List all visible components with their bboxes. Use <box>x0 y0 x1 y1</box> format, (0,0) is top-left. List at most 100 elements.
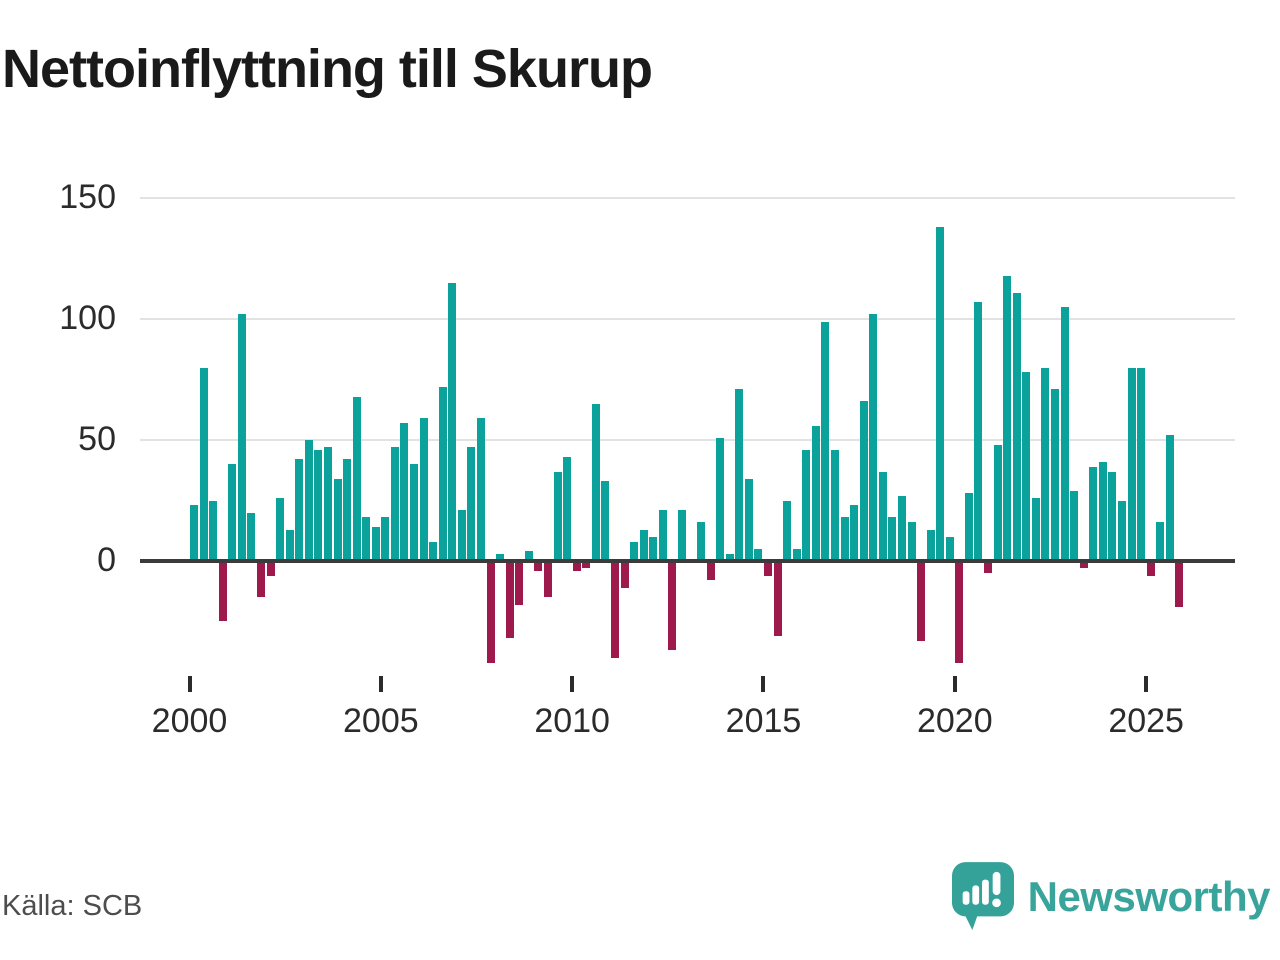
bar-2007-q1 <box>457 510 466 561</box>
brand-logo: Newsworthy <box>951 862 1271 932</box>
page-title: Nettoinflyttning till Skurup <box>2 39 653 99</box>
x-tick-2025 <box>1144 676 1149 692</box>
bar-2024-q3 <box>1127 367 1136 561</box>
bar-2007-q2 <box>467 447 476 561</box>
bar-2017-q4 <box>869 314 878 561</box>
bar-2003-q3 <box>323 447 332 561</box>
gridline-100 <box>140 318 1235 321</box>
bar-2015-q2 <box>773 561 782 636</box>
bar-2001-q3 <box>247 512 256 561</box>
bar-2004-q3 <box>362 517 371 561</box>
x-axis-label-2005: 2005 <box>343 702 419 740</box>
bar-chart: 2000 2005 2010 2015 2020 2025 <box>140 180 1235 760</box>
bar-2016-q2 <box>811 425 820 561</box>
bar-2006-q1 <box>419 418 428 561</box>
x-tick-2000 <box>187 676 192 692</box>
bar-2003-q4 <box>333 478 342 561</box>
bar-2001-q4 <box>256 561 265 598</box>
bar-2010-q4 <box>601 481 610 561</box>
y-axis-label-150: 150 <box>59 178 116 217</box>
bar-2020-q4 <box>984 561 993 574</box>
bar-2024-q4 <box>1137 367 1146 561</box>
bar-2008-q2 <box>505 561 514 639</box>
bar-2016-q3 <box>821 321 830 561</box>
bar-2022-q4 <box>1060 307 1069 561</box>
bar-2005-q1 <box>381 517 390 561</box>
bar-2004-q1 <box>343 459 352 561</box>
x-axis-line <box>140 559 1235 563</box>
bar-2008-q4 <box>524 551 533 561</box>
bar-2011-q3 <box>630 541 639 561</box>
bar-2025-q3 <box>1165 435 1174 561</box>
bar-2019-q1 <box>917 561 926 641</box>
bar-2002-q2 <box>276 498 285 561</box>
bar-2003-q2 <box>314 449 323 561</box>
bar-2006-q3 <box>438 386 447 561</box>
bar-2013-q3 <box>706 561 715 581</box>
bar-2000-q1 <box>190 505 198 561</box>
source-label: Källa: SCB <box>2 890 143 922</box>
bar-2022-q1 <box>1031 498 1040 561</box>
bar-2020-q1 <box>955 561 964 663</box>
bar-2013-q2 <box>697 522 706 561</box>
bar-2008-q3 <box>515 561 524 605</box>
bar-2012-q1 <box>649 536 658 561</box>
bar-2021-q4 <box>1022 372 1031 561</box>
bar-2000-q2 <box>199 367 208 561</box>
bar-2012-q2 <box>658 510 667 561</box>
bar-2010-q2 <box>582 561 591 569</box>
bar-2001-q1 <box>228 464 237 561</box>
bar-2018-q1 <box>878 471 887 561</box>
bar-2025-q1 <box>1146 561 1155 576</box>
bar-2012-q3 <box>668 561 677 651</box>
bar-2021-q2 <box>1003 275 1012 561</box>
brand-name: Newsworthy <box>1027 873 1271 920</box>
bar-2014-q3 <box>744 478 753 561</box>
newsworthy-logo-icon <box>951 862 1014 932</box>
bar-2014-q4 <box>754 548 763 561</box>
x-tick-2020 <box>952 676 957 692</box>
bar-2002-q3 <box>285 529 294 561</box>
bar-2009-q4 <box>563 457 572 561</box>
bar-2019-q4 <box>945 536 954 561</box>
bar-2023-q2 <box>1079 561 1088 569</box>
bar-2018-q3 <box>897 495 906 561</box>
bar-2020-q3 <box>974 302 983 561</box>
bar-2017-q1 <box>840 517 849 561</box>
y-axis-label-0: 0 <box>97 541 116 579</box>
bar-2012-q4 <box>677 510 686 561</box>
bar-2003-q1 <box>304 440 313 561</box>
x-axis-label-2025: 2025 <box>1108 702 1184 740</box>
gridline-50 <box>140 439 1235 442</box>
x-tick-2015 <box>761 676 766 692</box>
bar-2005-q4 <box>410 464 419 561</box>
bar-2022-q2 <box>1041 367 1050 561</box>
bar-2018-q4 <box>907 522 916 561</box>
x-axis-label-2000: 2000 <box>151 702 228 740</box>
bar-2015-q4 <box>792 548 801 561</box>
x-tick-2005 <box>378 676 383 692</box>
bar-2008-q1 <box>496 553 505 561</box>
x-tick-2010 <box>570 676 575 692</box>
bar-2020-q2 <box>964 493 973 561</box>
x-axis-label-2015: 2015 <box>725 702 802 740</box>
bar-2006-q2 <box>429 541 438 561</box>
y-axis-label-50: 50 <box>78 420 116 459</box>
bar-2010-q1 <box>572 561 581 571</box>
bar-2011-q4 <box>639 529 648 561</box>
bar-2018-q2 <box>888 517 897 561</box>
bar-2017-q3 <box>859 401 868 561</box>
x-axis-label-2020: 2020 <box>916 702 993 740</box>
bar-2005-q2 <box>390 447 399 561</box>
bar-2001-q2 <box>237 314 246 561</box>
bar-2000-q4 <box>218 561 227 622</box>
bar-2011-q2 <box>620 561 629 588</box>
bar-2023-q4 <box>1098 461 1107 561</box>
bar-2007-q4 <box>486 561 495 663</box>
bar-2006-q4 <box>448 283 457 561</box>
bar-2014-q2 <box>735 389 744 561</box>
bar-2021-q3 <box>1012 292 1021 561</box>
bar-2000-q3 <box>209 500 218 561</box>
bar-2019-q2 <box>926 529 935 561</box>
bar-2009-q1 <box>534 561 543 571</box>
